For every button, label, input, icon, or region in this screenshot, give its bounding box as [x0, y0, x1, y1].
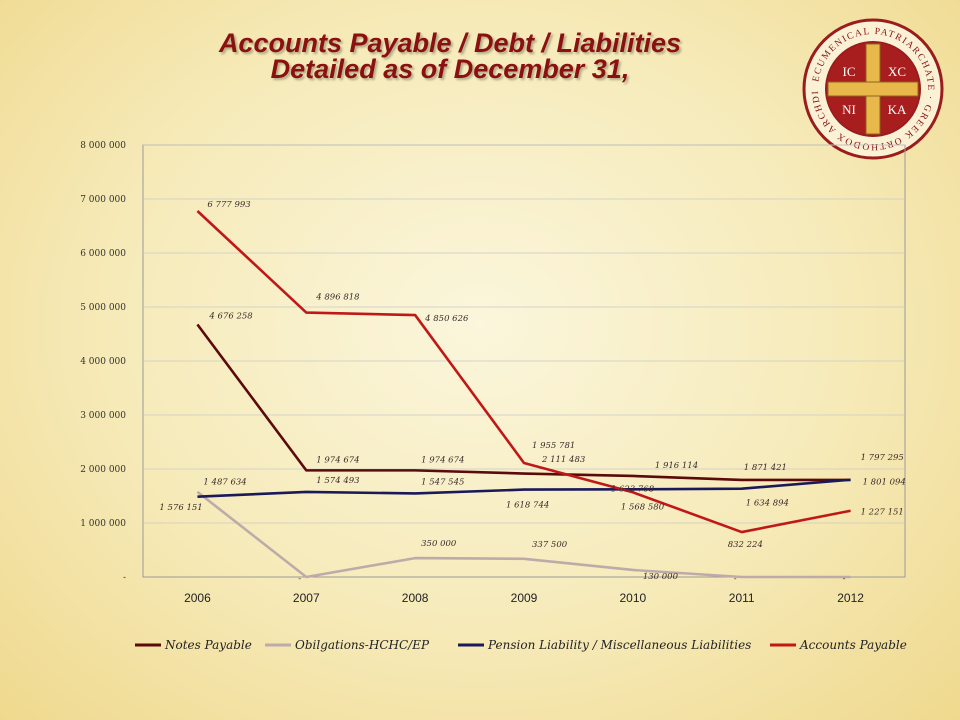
archdiocese-seal-logo: ECUMENICAL PATRIARCHATE · GREEK ORTHODOX…	[802, 18, 944, 160]
x-category-label: 2006	[184, 591, 211, 605]
title-line-1: Accounts Payable / Debt / Liabilities	[218, 28, 682, 58]
y-axis-tick-labels: - 1 000 000 2 000 000 3 000 000 4 000 000 5 0…	[80, 141, 126, 583]
data-label: 1 576 151	[159, 503, 202, 513]
data-label: 1 974 674	[316, 455, 359, 465]
y-tick-label: 1 000 000	[80, 519, 126, 529]
y-tick-label: 2 000 000	[80, 465, 126, 475]
data-label: 4 850 626	[424, 314, 469, 324]
data-label: 4 676 258	[208, 311, 253, 321]
data-label: -	[298, 574, 301, 584]
data-label: 1 955 781	[532, 441, 575, 451]
title-line-2: Detailed as of December 31,	[270, 54, 630, 84]
series-line	[196, 210, 851, 534]
series-line	[196, 490, 851, 579]
y-tick-label: 5 000 000	[80, 303, 126, 313]
series-line	[196, 323, 851, 482]
legend-entry: Obilgations-HCHC/EP	[295, 638, 430, 652]
gridlines	[143, 144, 905, 524]
legend-entry: Notes Payable	[164, 638, 252, 652]
data-label: -	[843, 574, 846, 584]
seal-quadrant-4: KA	[888, 102, 907, 117]
data-label: 1 574 493	[316, 476, 359, 486]
data-label: 4 896 818	[315, 293, 360, 303]
y-tick-label: 7 000 000	[80, 195, 126, 205]
legend-entry: Accounts Payable	[799, 638, 907, 652]
data-label: 1 618 744	[506, 501, 549, 511]
x-category-label: 2011	[729, 591, 755, 605]
legend-entry: Pension Liability / Miscellaneous Liabil…	[487, 638, 751, 652]
legend: Notes Payable Obilgations-HCHC/EP Pension …	[135, 638, 907, 652]
data-label: 832 224	[728, 540, 763, 550]
seal-quadrant-3: NI	[842, 102, 856, 117]
data-label: 130 000	[643, 572, 679, 582]
seal-quadrant-2: XC	[888, 64, 906, 79]
series-lines	[196, 210, 851, 579]
series-line	[197, 478, 851, 498]
data-label: 350 000	[421, 539, 457, 549]
data-label: 1 871 421	[744, 463, 787, 473]
data-label: 1 634 894	[746, 499, 789, 509]
data-label: 1 487 634	[203, 478, 246, 488]
data-label: 6 777 993	[207, 200, 250, 210]
seal-quadrant-1: IC	[843, 64, 856, 79]
x-axis-category-labels: 2006 2007 2008 2009 2010 2011 2012	[184, 591, 864, 605]
x-category-label: 2008	[402, 591, 429, 605]
data-label: 1 568 580	[621, 502, 665, 512]
data-label: -	[734, 574, 737, 584]
chart-title: Accounts Payable / Debt / Liabilities De…	[150, 28, 750, 84]
y-tick-label: 3 000 000	[80, 411, 126, 421]
data-label: 1 227 151	[861, 508, 904, 518]
x-category-label: 2009	[511, 591, 538, 605]
y-tick-label: 4 000 000	[80, 357, 126, 367]
x-category-label: 2010	[620, 591, 647, 605]
y-tick-label: 6 000 000	[80, 249, 126, 259]
x-category-label: 2007	[293, 591, 320, 605]
x-category-label: 2012	[837, 591, 864, 605]
data-label: 1 797 295	[861, 453, 904, 463]
data-label: 1 547 545	[421, 477, 464, 487]
y-tick-label: -	[123, 573, 126, 583]
data-label: 1 623 768	[611, 484, 655, 494]
data-label: 1 974 674	[421, 455, 464, 465]
data-label: 2 111 483	[541, 455, 585, 465]
data-label: 1 916 114	[655, 461, 698, 471]
data-label: 1 801 094	[863, 478, 906, 488]
data-labels: 4 676 258 1 974 674 1 974 674 1 916 114 1 87…	[159, 200, 905, 584]
data-label: 337 500	[532, 540, 568, 550]
y-tick-label: 8 000 000	[80, 141, 126, 151]
